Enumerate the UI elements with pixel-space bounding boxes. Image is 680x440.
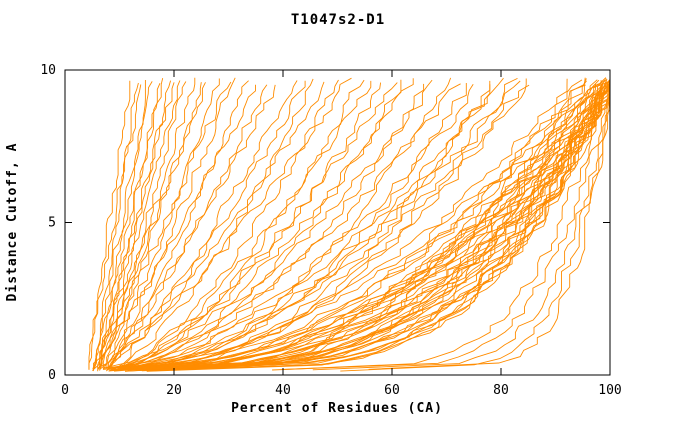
model-curve [108,82,202,369]
model-curve [141,81,611,372]
model-curve [312,83,611,371]
x-tick-label: 100 [598,383,621,398]
model-curve [116,79,600,369]
model-curve [135,83,611,371]
model-curve [103,78,568,370]
model-curve [117,84,530,370]
x-tick-label: 40 [275,383,291,398]
model-curve [110,84,586,371]
x-tick-label: 80 [493,383,509,398]
x-tick-label: 20 [166,383,182,398]
model-curve [135,83,611,370]
model-curve [125,84,491,369]
model-curve [88,84,142,370]
model-curve [99,77,352,370]
model-curve [106,84,276,371]
model-curve [113,79,583,370]
model-curve [124,77,452,369]
chart-title: T1047s2-D1 [291,12,385,28]
model-curve [146,81,611,371]
model-curve [102,81,187,370]
model-curve [340,84,611,372]
model-curve [272,80,606,371]
model-curve [103,83,425,370]
model-curve [92,82,206,371]
model-curve [124,77,586,372]
model-curve [92,77,164,370]
model-curve [92,82,139,372]
y-tick-label: 10 [40,63,56,78]
model-curve [117,84,474,371]
model-curve [125,80,611,371]
model-curve [368,78,611,370]
model-curve [99,82,175,371]
model-curve [130,81,611,369]
model-curve [119,78,414,369]
model-curve [130,80,611,371]
model-curve [99,84,256,369]
model-curve [282,81,611,370]
model-curve [124,80,521,369]
model-curve [103,82,382,369]
model-curve [136,78,527,369]
model-curve [124,80,602,370]
model-curve [113,82,604,371]
model-curve [93,81,153,370]
model-curve [135,79,606,371]
model-curve [97,80,146,371]
model-curve [118,79,433,370]
model-curve [108,83,461,371]
model-curve [108,83,596,372]
model-curve [112,79,365,372]
model-curve [97,83,161,370]
model-curve [112,79,402,371]
model-curve [88,80,131,370]
model-curve [119,78,587,371]
y-tick-label: 0 [48,368,56,383]
y-axis-label: Distance Cutoff, A [5,143,20,302]
model-curve [106,81,325,369]
x-tick-label: 60 [384,383,400,398]
model-curve [97,81,232,372]
model-curve [152,83,611,370]
y-tick-label: 5 [48,216,56,231]
model-curve [97,80,306,369]
model-curve [108,78,314,372]
x-axis-label: Percent of Residues (CA) [231,401,443,416]
model-curve [119,80,372,369]
model-curve [99,77,196,370]
model-curve [119,80,491,369]
x-tick-label: 0 [61,383,69,398]
model-curve [130,83,610,369]
model-curve [119,83,467,369]
model-curve [124,79,611,372]
model-curve [108,77,504,369]
model-curve [111,77,236,369]
model-curve [113,81,609,369]
model-curve [128,84,602,372]
model-curve [115,82,398,372]
model-curve [93,80,181,370]
model-curve [108,84,268,370]
model-curve [119,82,611,369]
model-curve [105,80,249,372]
model-curve [113,80,587,372]
model-curve [118,79,339,369]
